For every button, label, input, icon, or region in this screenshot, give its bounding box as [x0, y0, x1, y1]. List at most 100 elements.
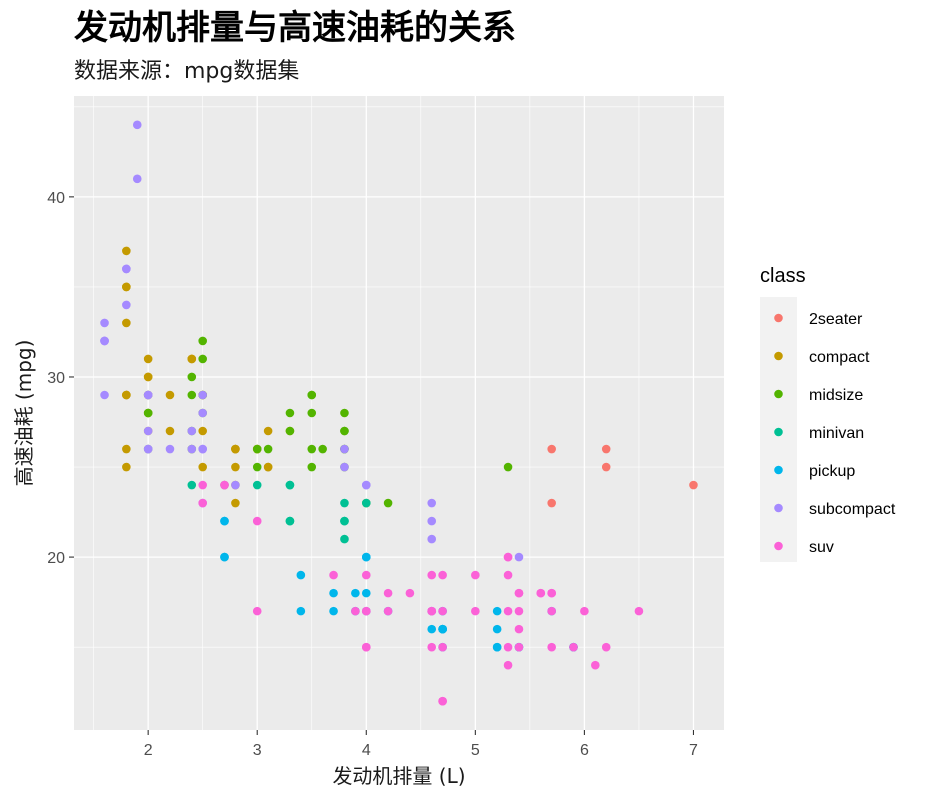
data-point-suv [438, 696, 447, 706]
data-point-compact [165, 390, 175, 400]
data-point-subcompact [340, 462, 349, 472]
data-point-subcompact [231, 480, 240, 490]
x-tick-label: 3 [253, 742, 262, 759]
data-point-compact [165, 426, 175, 436]
data-point-minivan [340, 516, 349, 526]
data-point-suv [503, 570, 513, 580]
legend-swatch-pickup [774, 465, 783, 475]
data-point-suv [198, 498, 207, 508]
legend-label-pickup: pickup [809, 463, 855, 480]
data-point-compact [122, 282, 131, 292]
data-point-suv [514, 624, 524, 634]
data-point-subcompact [187, 444, 197, 454]
data-point-suv [514, 642, 524, 652]
data-point-suv [438, 642, 447, 652]
data-point-subcompact [198, 444, 207, 454]
minor-gridlines [74, 96, 724, 730]
legend: class 2seater compact midsize minivan pickup… [760, 265, 896, 562]
data-point-2seater [689, 480, 698, 490]
axis-ticks [69, 196, 695, 735]
data-point-subcompact [143, 444, 153, 454]
data-point-suv [503, 606, 513, 616]
chart-subtitle: 数据来源：mpg数据集 [74, 59, 299, 84]
data-point-subcompact [132, 174, 142, 184]
legend-swatch-compact [774, 351, 783, 361]
data-point-midsize [340, 426, 349, 436]
data-point-midsize [503, 462, 513, 472]
data-point-midsize [187, 390, 197, 400]
data-point-subcompact [198, 390, 207, 400]
tick-labels: 2 3 4 5 6 7 20 30 40 [47, 190, 698, 759]
data-point-compact [122, 444, 131, 454]
data-point-2seater [601, 444, 611, 454]
y-axis-title: 高速油耗 (mpg) [12, 340, 36, 487]
data-point-subcompact [340, 444, 349, 454]
data-point-midsize [307, 408, 317, 418]
data-point-suv [220, 480, 229, 490]
data-point-suv [569, 642, 578, 652]
data-point-midsize [307, 390, 317, 400]
data-point-midsize [143, 408, 153, 418]
data-point-midsize [285, 408, 295, 418]
data-point-midsize [318, 444, 327, 454]
data-point-pickup [492, 642, 502, 652]
data-point-suv [503, 660, 513, 670]
data-point-compact [187, 354, 197, 364]
data-point-pickup [492, 624, 502, 634]
data-point-suv [503, 552, 513, 562]
legend-label-2seater: 2seater [809, 311, 863, 328]
data-point-compact [231, 444, 240, 454]
x-axis-title: 发动机排量 (L) [332, 764, 465, 788]
legend-label-midsize: midsize [809, 387, 863, 404]
data-point-minivan [285, 480, 295, 490]
data-point-subcompact [427, 534, 437, 544]
data-point-suv [361, 642, 371, 652]
data-point-midsize [285, 426, 295, 436]
data-point-compact [198, 462, 207, 472]
data-point-minivan [187, 480, 197, 490]
data-point-midsize [198, 354, 207, 364]
data-point-subcompact [514, 552, 524, 562]
data-point-subcompact [100, 336, 109, 346]
data-point-suv [329, 570, 338, 580]
data-point-midsize [307, 462, 317, 472]
data-point-subcompact [143, 390, 153, 400]
x-tick-label: 7 [689, 742, 698, 759]
x-tick-label: 5 [471, 742, 480, 759]
data-point-suv [438, 570, 447, 580]
data-point-midsize [263, 444, 273, 454]
data-point-suv [471, 570, 480, 580]
data-point-suv [547, 588, 556, 598]
data-point-pickup [220, 552, 229, 562]
data-point-suv [198, 480, 207, 490]
data-point-compact [122, 246, 131, 256]
data-point-2seater [547, 444, 556, 454]
data-point-pickup [296, 606, 306, 616]
data-point-suv [361, 606, 371, 616]
data-point-subcompact [427, 516, 437, 526]
data-point-suv [601, 642, 611, 652]
data-point-suv [383, 588, 393, 598]
chart-title: 发动机排量与高速油耗的关系 [74, 8, 516, 48]
legend-label-compact: compact [809, 349, 870, 366]
data-point-compact [263, 426, 273, 436]
data-point-compact [143, 354, 153, 364]
data-point-suv [361, 570, 371, 580]
data-point-suv [427, 606, 437, 616]
y-tick-label: 20 [47, 550, 65, 567]
legend-swatch-suv [774, 541, 783, 551]
legend-label-subcompact: subcompact [809, 501, 896, 518]
data-point-suv [514, 588, 524, 598]
data-point-suv [471, 606, 480, 616]
data-point-2seater [547, 498, 556, 508]
data-point-suv [634, 606, 644, 616]
data-point-pickup [329, 606, 338, 616]
data-point-pickup [296, 570, 306, 580]
data-point-suv [547, 606, 556, 616]
data-point-compact [231, 498, 240, 508]
legend-label-suv: suv [809, 539, 834, 556]
data-point-midsize [252, 462, 262, 472]
legend-swatch-midsize [774, 389, 783, 399]
y-tick-label: 30 [47, 370, 65, 387]
data-point-suv [405, 588, 415, 598]
